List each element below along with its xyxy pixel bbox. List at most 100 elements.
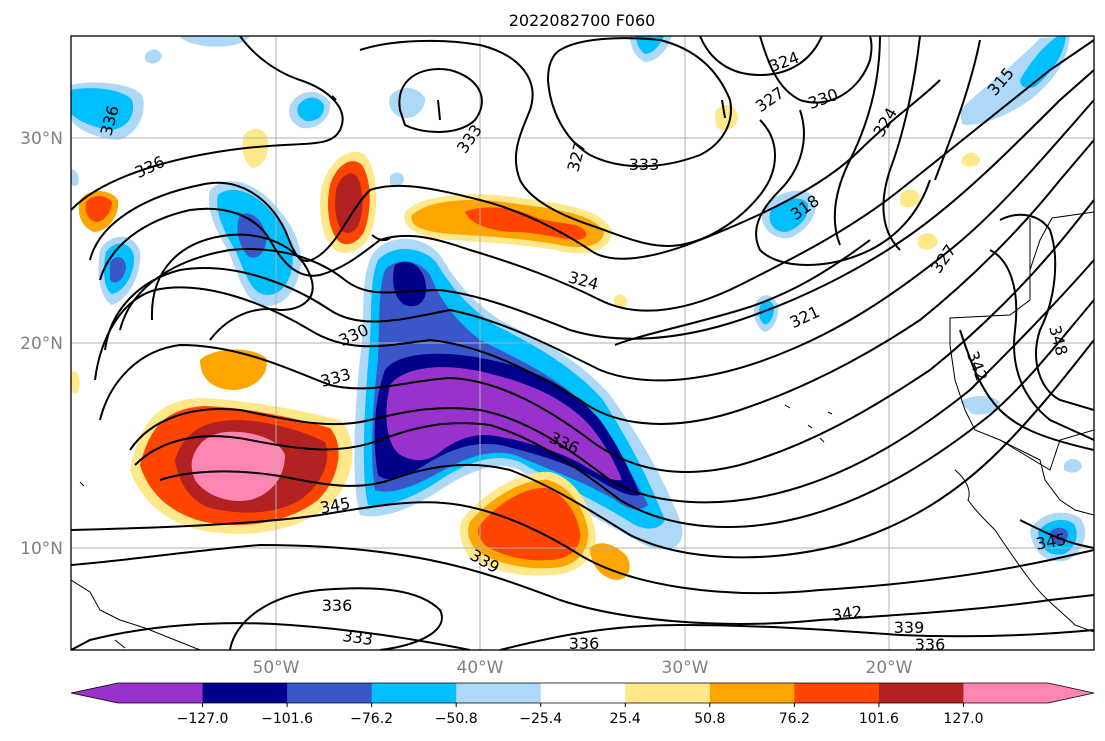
negative-blob-30n-a-core: [297, 97, 325, 122]
contour-line: [71, 501, 1094, 595]
lon-label-40w: 40°W: [457, 658, 504, 678]
contour-labels: 336 336 333 327 333 324 327 330 324 315 …: [97, 48, 1072, 654]
map-plot-area: 336 336 333 327 333 324 327 330 324 315 …: [71, 36, 1094, 654]
south-america-coastline: [71, 579, 201, 650]
south-america-coastline-2: [114, 639, 126, 649]
colorbar-extend-min: [71, 683, 118, 703]
contour-line: [959, 329, 1094, 451]
gridlines: [71, 36, 1094, 650]
contour-line: [104, 99, 1094, 382]
negative-blob-north-small: [145, 49, 162, 64]
negative-blob-28n-small: [390, 172, 404, 187]
colorbar-tick-label: −50.8: [435, 711, 478, 727]
negative-blob-north-top-1: [180, 36, 250, 47]
contour-label: 336: [569, 634, 600, 653]
caribbean-island: [79, 481, 85, 487]
contour-line: [94, 139, 1094, 425]
colorbar-tick-label: −101.6: [261, 711, 313, 727]
lon-label-30w: 30°W: [662, 658, 709, 678]
colorbar-swatch: [794, 683, 880, 703]
colorbar-outline: [70, 682, 1095, 704]
contour-line: [99, 39, 1094, 312]
contour-label: 342: [831, 602, 864, 625]
lat-label-30n: 30°N: [20, 129, 63, 149]
contour-label: 339: [894, 618, 925, 637]
contours: [71, 36, 1094, 650]
colorbar-swatch: [709, 683, 795, 703]
longitude-labels: 50°W 40°W 30°W 20°W: [253, 658, 913, 678]
contour-line: [89, 79, 941, 262]
coastlines: [71, 211, 1094, 650]
contour-line: [99, 199, 1094, 473]
contour-line: [499, 623, 1094, 650]
west-africa-coast: [954, 469, 1094, 633]
contour-label: 336: [322, 596, 353, 615]
positive-blob-west-edge: [71, 371, 80, 394]
negative-blob-30n-b: [389, 87, 426, 119]
lat-label-20n: 20°N: [20, 334, 63, 354]
contour-line: [150, 233, 314, 341]
figure-title: 2022082700 F060: [509, 11, 656, 30]
colorbar-tick-label: 25.4: [610, 711, 641, 727]
africa-inner-border-2: [999, 429, 1094, 471]
contour-label: 333: [629, 155, 660, 174]
contour-line: [71, 36, 344, 211]
contour-line: [614, 239, 871, 346]
negative-blob-12w-14n: [1064, 458, 1082, 473]
colorbar-swatch: [287, 683, 373, 703]
contour-line: [999, 213, 1094, 411]
contour-line: [134, 299, 1094, 528]
colorbar-swatch: [625, 683, 711, 703]
colorbar-swatch: [878, 683, 964, 703]
colorbar-tick-label: −127.0: [177, 711, 229, 727]
positive-region-south-red: [478, 487, 581, 561]
positive-blob-19w-24n: [918, 233, 938, 250]
plot-frame: [70, 35, 1095, 651]
colorbar-extend-max: [1048, 683, 1094, 703]
colorbar-swatch: [540, 683, 626, 703]
contour-line: [989, 249, 1094, 441]
positive-region-west-blob-core: [335, 173, 363, 234]
negative-region-extreme: [386, 367, 622, 481]
contour-line: [371, 234, 391, 242]
positive-blob-17w-28n: [962, 152, 980, 167]
colorbar-tick-label: 76.2: [779, 711, 810, 727]
contour-line: [229, 587, 443, 650]
positive-region-north-red: [465, 207, 587, 240]
positive-blob-35w-22n: [614, 294, 628, 307]
contour-line: [546, 37, 732, 168]
contour-line: [699, 36, 823, 77]
contour-line: [159, 339, 1094, 559]
contour-line: [119, 69, 1094, 340]
contour-line: [129, 259, 1094, 504]
colorbar-swatch: [456, 683, 542, 703]
colorbar-swatch: [371, 683, 457, 703]
positive-blob-30n-west: [242, 128, 269, 168]
contour-line: [71, 622, 471, 650]
colorbar-tick-label: −25.4: [519, 711, 562, 727]
positive-blob-27w-31n: [715, 104, 738, 131]
contour-line: [331, 95, 726, 121]
colorbar: −127.0 −101.6 −76.2 −50.8 −25.4 25.4 50.8 76.2 1…: [70, 682, 1095, 727]
colorbar-swatch: [963, 683, 1049, 703]
contour-line: [882, 36, 921, 251]
positive-region-sw-pink: [191, 431, 285, 501]
filled-field: [71, 36, 1086, 580]
contour-line: [934, 39, 981, 181]
negative-blob-16w-17n: [960, 396, 1000, 415]
positive-blob-21w-26n: [900, 189, 920, 208]
contour-line: [359, 39, 776, 247]
colorbar-tick-label: 101.6: [859, 711, 899, 727]
colorbar-tick-label: −76.2: [350, 711, 393, 727]
contour-line: [71, 543, 1094, 625]
colorbar-tick-label: 127.0: [943, 711, 983, 727]
colorbar-swatch: [202, 683, 288, 703]
africa-coastline: [949, 211, 1094, 516]
lat-label-10n: 10°N: [20, 539, 63, 559]
colorbar-swatch: [118, 683, 204, 703]
negative-blob-northeast-core: [1020, 36, 1066, 88]
negative-blob-west-mid-deep: [110, 257, 126, 283]
contour-label: 336: [915, 635, 946, 654]
positive-blob-far-west-core: [85, 196, 112, 222]
